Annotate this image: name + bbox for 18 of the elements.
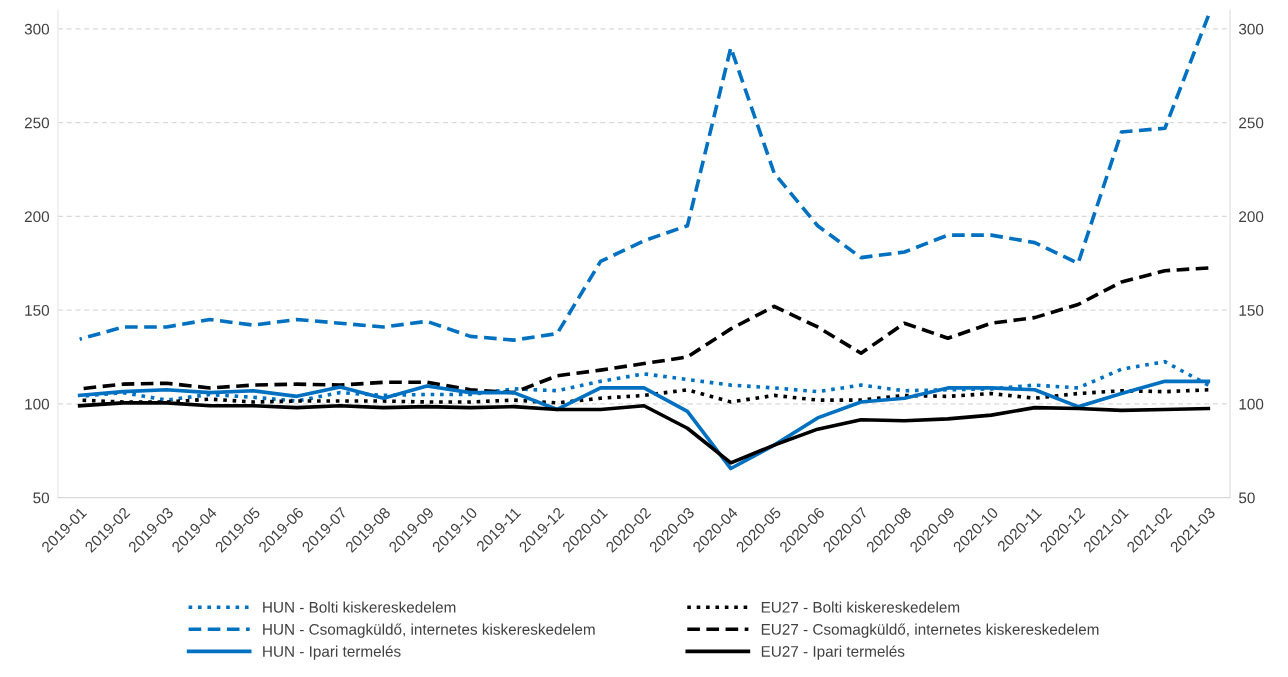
y-tick-label: 100 <box>25 398 50 410</box>
legend-label: EU27 - Ipari termelés <box>761 645 905 660</box>
y2-tick-label: 200 <box>1239 211 1264 223</box>
y-tick-label: 150 <box>25 304 50 316</box>
y-tick-label: 250 <box>24 117 50 129</box>
y2-tick-label: 100 <box>1239 398 1264 410</box>
y-tick-label: 50 <box>33 492 50 504</box>
legend-label: EU27 - Csomagküldő, internetes kiskereskedelem <box>761 623 1099 638</box>
y2-tick-label: 50 <box>1238 492 1255 504</box>
y2-tick-label: 300 <box>1238 23 1264 35</box>
legend-label: HUN - Bolti kiskereskedelem <box>263 601 456 613</box>
y2-tick-label: 250 <box>1239 117 1264 129</box>
legend-label: HUN - Ipari termelés <box>263 645 401 660</box>
y2-tick-label: 150 <box>1239 304 1264 316</box>
y-tick-label: 300 <box>24 23 50 35</box>
legend-label: HUN - Csomagküldő, internetes kiskereskedelem <box>263 623 595 638</box>
y-tick-label: 200 <box>24 211 50 223</box>
legend-label: EU27 - Bolti kiskereskedelem <box>761 601 960 613</box>
